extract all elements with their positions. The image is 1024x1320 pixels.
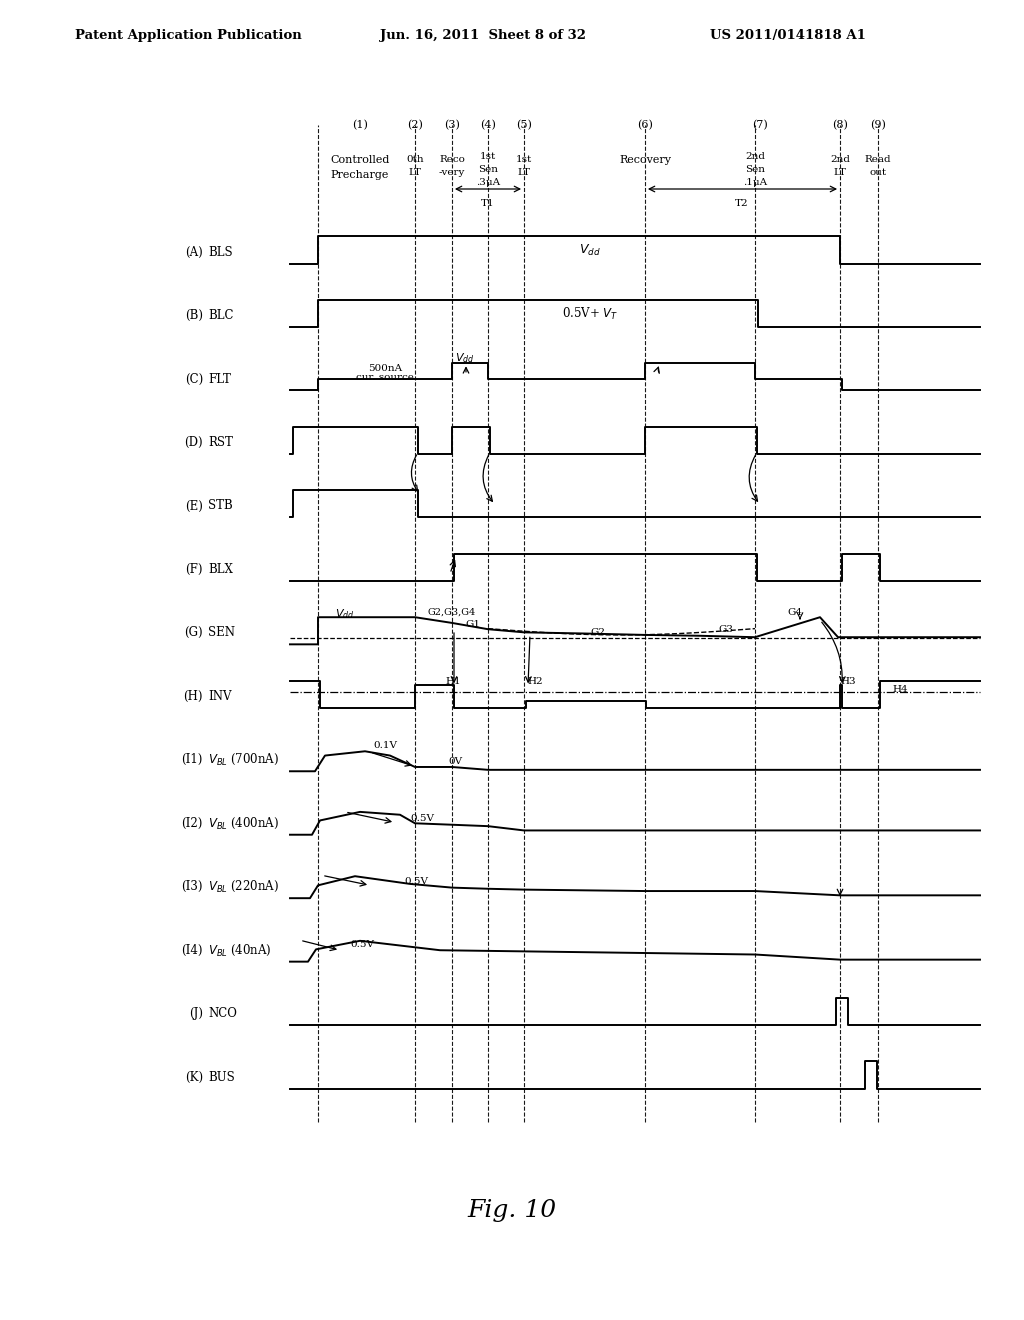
Text: (H): (H) (183, 690, 203, 702)
Text: NCO: NCO (208, 1007, 237, 1020)
Text: $V_{BL}$ (40nA): $V_{BL}$ (40nA) (208, 942, 271, 958)
Text: 1st: 1st (516, 154, 532, 164)
Text: (J): (J) (189, 1007, 203, 1020)
Text: H3: H3 (840, 677, 856, 685)
Text: $V_{dd}$: $V_{dd}$ (456, 351, 475, 364)
Text: Recovery: Recovery (618, 154, 671, 165)
Text: -very: -very (439, 168, 465, 177)
Text: (K): (K) (185, 1071, 203, 1084)
Text: 2nd: 2nd (745, 152, 765, 161)
Text: $V_{BL}$ (400nA): $V_{BL}$ (400nA) (208, 816, 280, 830)
Text: (5): (5) (516, 120, 531, 129)
Text: 0th: 0th (407, 154, 424, 164)
Text: BLX: BLX (208, 562, 232, 576)
Text: $V_{BL}$ (220nA): $V_{BL}$ (220nA) (208, 879, 280, 895)
Text: Controlled: Controlled (331, 154, 390, 165)
Text: H1: H1 (445, 677, 461, 685)
Text: 0.1V: 0.1V (373, 741, 397, 750)
Text: INV: INV (208, 690, 231, 702)
Text: BLS: BLS (208, 246, 232, 259)
Text: (3): (3) (444, 120, 460, 129)
Text: STB: STB (208, 499, 232, 512)
Text: 1st: 1st (480, 152, 496, 161)
Text: Fig. 10: Fig. 10 (467, 1199, 557, 1221)
Text: $V_{dd}$: $V_{dd}$ (580, 243, 601, 259)
Text: (E): (E) (185, 499, 203, 512)
Text: Patent Application Publication: Patent Application Publication (75, 29, 302, 41)
Text: BLC: BLC (208, 309, 233, 322)
Text: G2: G2 (590, 628, 605, 638)
Text: LT: LT (517, 168, 530, 177)
Text: (I2): (I2) (181, 817, 203, 830)
Text: Reco: Reco (439, 154, 465, 164)
Text: $V_{dd}$: $V_{dd}$ (335, 607, 354, 620)
Text: .3μA: .3μA (476, 178, 500, 187)
Text: (6): (6) (637, 120, 653, 129)
Text: H4: H4 (892, 685, 907, 694)
Text: (C): (C) (184, 372, 203, 385)
Text: Sen: Sen (478, 165, 498, 174)
Text: (I3): (I3) (181, 880, 203, 894)
Text: .1μA: .1μA (743, 178, 767, 187)
Text: (A): (A) (185, 246, 203, 259)
Text: (G): (G) (184, 627, 203, 639)
Text: $V_{BL}$ (700nA): $V_{BL}$ (700nA) (208, 752, 280, 767)
Text: RST: RST (208, 436, 232, 449)
Text: Sen: Sen (745, 165, 765, 174)
Text: cur. source: cur. source (356, 374, 414, 381)
Text: 0.5V: 0.5V (404, 876, 428, 886)
Text: FLT: FLT (208, 372, 230, 385)
Text: G2,G3,G4: G2,G3,G4 (428, 609, 476, 616)
Text: LT: LT (409, 168, 422, 177)
Text: Jun. 16, 2011  Sheet 8 of 32: Jun. 16, 2011 Sheet 8 of 32 (380, 29, 586, 41)
Text: (F): (F) (185, 562, 203, 576)
Text: (I1): (I1) (181, 754, 203, 767)
Text: (7): (7) (752, 120, 768, 129)
Text: LT: LT (834, 168, 847, 177)
Text: (2): (2) (408, 120, 423, 129)
Text: 500nA: 500nA (368, 364, 402, 374)
Text: 2nd: 2nd (830, 154, 850, 164)
Text: G3: G3 (718, 626, 733, 634)
Text: (D): (D) (184, 436, 203, 449)
Text: G4: G4 (787, 609, 803, 616)
Text: (I4): (I4) (181, 944, 203, 957)
Text: 0.5V: 0.5V (350, 940, 374, 949)
Text: (4): (4) (480, 120, 496, 129)
Text: T1: T1 (481, 199, 495, 209)
Text: 0.5V+ $V_T$: 0.5V+ $V_T$ (562, 306, 618, 322)
Text: out: out (869, 168, 887, 177)
Text: H2: H2 (527, 677, 543, 685)
Text: (8): (8) (833, 120, 848, 129)
Text: Read: Read (864, 154, 891, 164)
Text: Precharge: Precharge (331, 170, 389, 180)
Text: (9): (9) (870, 120, 886, 129)
Text: (B): (B) (185, 309, 203, 322)
Text: 0V: 0V (447, 758, 462, 766)
Text: SEN: SEN (208, 627, 234, 639)
Text: (1): (1) (352, 120, 368, 129)
Text: BUS: BUS (208, 1071, 234, 1084)
Text: T2: T2 (735, 199, 749, 209)
Text: US 2011/0141818 A1: US 2011/0141818 A1 (710, 29, 866, 41)
Text: G1: G1 (465, 620, 480, 630)
Text: 0.5V: 0.5V (410, 814, 434, 824)
